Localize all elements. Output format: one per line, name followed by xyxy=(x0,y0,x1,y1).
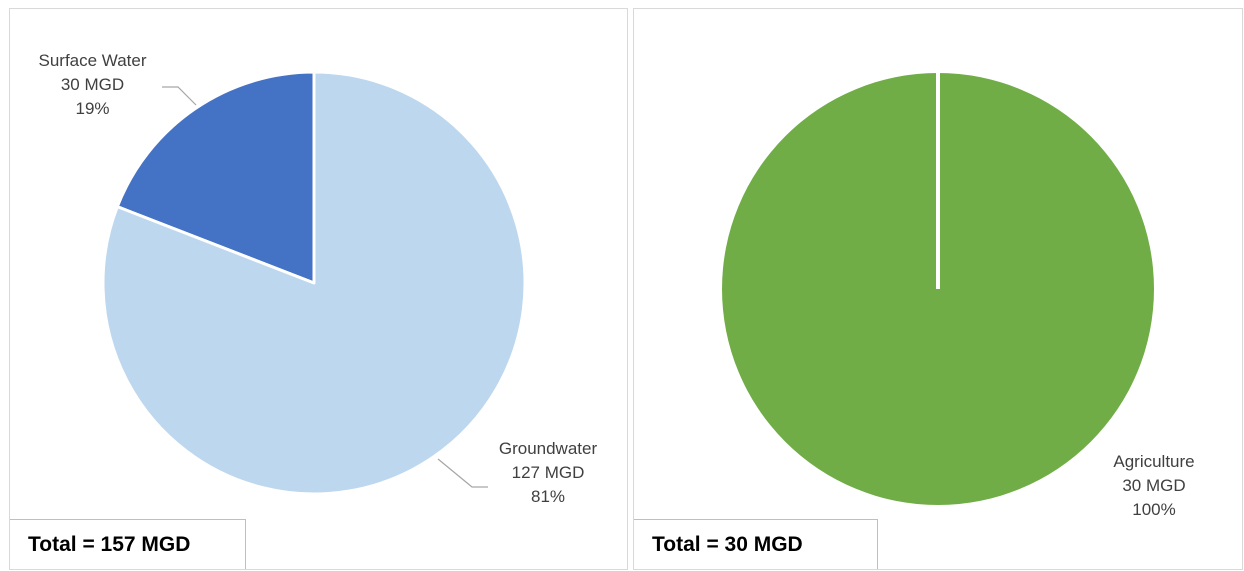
agriculture-name: Agriculture xyxy=(1113,452,1195,471)
right-total-box: Total = 30 MGD xyxy=(634,519,878,569)
surface-water-value: 30 MGD xyxy=(60,75,125,94)
right-chart-panel: Agriculture 30 MGD 100% Total = 30 MGD xyxy=(633,8,1243,570)
right-pie-chart xyxy=(722,73,1154,505)
agriculture-value: 30 MGD xyxy=(1122,476,1186,495)
surface-water-slice xyxy=(115,70,316,285)
surface-water-percent: 19% xyxy=(75,99,110,118)
groundwater-leader-line xyxy=(437,458,488,488)
left-total-text: Total = 157 MGD xyxy=(28,532,191,556)
groundwater-slice xyxy=(101,70,527,496)
left-pie-chart xyxy=(101,70,527,496)
groundwater-name: Groundwater xyxy=(498,439,598,458)
groundwater-label: Groundwater 127 MGD 81% xyxy=(488,437,608,509)
left-chart-panel: Surface Water 30 MGD 19% Groundwater 127… xyxy=(9,8,628,570)
agriculture-label: Agriculture 30 MGD 100% xyxy=(1089,450,1219,522)
surface-water-leader-line xyxy=(162,86,197,106)
surface-water-name: Surface Water xyxy=(38,51,147,70)
right-total-text: Total = 30 MGD xyxy=(652,532,803,556)
agriculture-percent: 100% xyxy=(1132,500,1176,519)
left-total-box: Total = 157 MGD xyxy=(10,519,246,569)
surface-water-label: Surface Water 30 MGD 19% xyxy=(20,49,165,121)
groundwater-value: 127 MGD xyxy=(511,463,585,482)
groundwater-percent: 81% xyxy=(530,487,566,506)
